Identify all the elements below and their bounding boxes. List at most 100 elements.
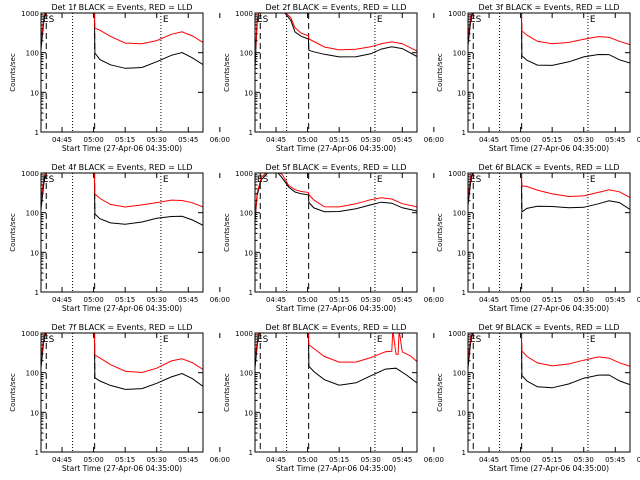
x-tick-label: 06:00 bbox=[424, 136, 444, 144]
events-series-line bbox=[468, 173, 630, 213]
x-axis-label: Start Time (27-Apr-06 04:35:00) bbox=[276, 144, 396, 153]
marker-es-label: ES bbox=[43, 15, 55, 25]
y-tick-label: 1 bbox=[35, 449, 39, 457]
y-tick-label: 100 bbox=[26, 370, 39, 378]
y-tick-label: 1 bbox=[462, 449, 466, 457]
y-tick-label: 1000 bbox=[21, 170, 39, 178]
y-tick-label: 1 bbox=[462, 289, 466, 297]
y-tick-label: 10 bbox=[244, 249, 253, 257]
x-axis-label: Start Time (27-Apr-06 04:35:00) bbox=[276, 464, 396, 473]
x-tick-label: 06:00 bbox=[637, 136, 640, 144]
x-tick-label: 05:45 bbox=[392, 296, 412, 304]
x-tick-label: 05:45 bbox=[178, 136, 198, 144]
y-axis-label: Counts/sec bbox=[223, 373, 231, 412]
y-tick-label: 10 bbox=[30, 409, 39, 417]
y-axis-label: Counts/sec bbox=[9, 53, 17, 92]
x-tick-label: 05:15 bbox=[115, 136, 135, 144]
plot-frame bbox=[254, 332, 418, 453]
plot-frame bbox=[467, 172, 631, 293]
x-tick-label: 06:00 bbox=[210, 456, 230, 464]
x-tick-label: 04:45 bbox=[479, 296, 499, 304]
x-tick-label: 05:00 bbox=[298, 456, 318, 464]
y-tick-label: 100 bbox=[26, 50, 39, 58]
x-tick-label: 05:00 bbox=[298, 136, 318, 144]
y-tick-label: 1 bbox=[462, 129, 466, 137]
y-tick-label: 1 bbox=[35, 289, 39, 297]
plot-title: Det 4f BLACK = Events, RED = LLD bbox=[51, 163, 192, 172]
x-axis-label: Start Time (27-Apr-06 04:35:00) bbox=[62, 464, 182, 473]
lld-series-line bbox=[468, 173, 630, 199]
x-tick-label: 05:15 bbox=[542, 456, 562, 464]
detector-plot-9: Det 9f BLACK = Events, RED = LLD 1 10 100 10… bbox=[436, 323, 640, 473]
events-series-line bbox=[468, 333, 630, 389]
x-tick-label: 06:00 bbox=[424, 456, 444, 464]
y-axis-label: Counts/sec bbox=[436, 53, 444, 92]
x-tick-label: 05:30 bbox=[574, 136, 594, 144]
plot-frame bbox=[254, 12, 418, 133]
x-tick-label: 05:30 bbox=[361, 456, 381, 464]
x-tick-label: 06:00 bbox=[637, 456, 640, 464]
plot-title: Det 3f BLACK = Events, RED = LLD bbox=[478, 3, 619, 12]
y-tick-label: 100 bbox=[26, 210, 39, 218]
x-tick-label: 05:00 bbox=[84, 456, 104, 464]
marker-e-label: E bbox=[377, 175, 383, 185]
x-tick-label: 05:30 bbox=[147, 296, 167, 304]
lld-series-line bbox=[41, 333, 203, 374]
lld-series-line bbox=[41, 13, 203, 45]
x-tick-label: 05:15 bbox=[329, 296, 349, 304]
y-tick-label: 1 bbox=[249, 449, 253, 457]
marker-es-label: ES bbox=[257, 335, 269, 345]
y-tick-label: 1000 bbox=[448, 10, 466, 18]
lld-series-line bbox=[255, 333, 417, 363]
plot-title: Det 2f BLACK = Events, RED = LLD bbox=[265, 3, 406, 12]
marker-es-label: ES bbox=[43, 335, 55, 345]
marker-es-label: ES bbox=[257, 175, 269, 185]
y-axis-label: Counts/sec bbox=[436, 373, 444, 412]
y-tick-label: 10 bbox=[457, 89, 466, 97]
marker-es-label: ES bbox=[470, 15, 482, 25]
x-tick-label: 04:45 bbox=[266, 136, 286, 144]
detector-plot-5: Det 5f BLACK = Events, RED = LLD 1 10 100 10… bbox=[223, 163, 444, 313]
x-tick-label: 05:00 bbox=[511, 296, 531, 304]
plot-title: Det 5f BLACK = Events, RED = LLD bbox=[265, 163, 406, 172]
plot-frame bbox=[40, 12, 204, 133]
marker-e-label: E bbox=[163, 15, 169, 25]
y-tick-label: 10 bbox=[457, 409, 466, 417]
x-axis-label: Start Time (27-Apr-06 04:35:00) bbox=[489, 464, 609, 473]
events-series-line bbox=[255, 173, 417, 222]
y-tick-label: 10 bbox=[30, 249, 39, 257]
x-tick-label: 05:15 bbox=[115, 296, 135, 304]
y-tick-label: 1 bbox=[249, 289, 253, 297]
x-tick-label: 05:30 bbox=[147, 136, 167, 144]
x-tick-label: 04:45 bbox=[266, 456, 286, 464]
x-tick-label: 05:15 bbox=[542, 296, 562, 304]
y-tick-label: 10 bbox=[244, 409, 253, 417]
x-tick-label: 06:00 bbox=[210, 296, 230, 304]
x-axis-label: Start Time (27-Apr-06 04:35:00) bbox=[489, 144, 609, 153]
y-tick-label: 100 bbox=[453, 370, 466, 378]
x-tick-label: 06:00 bbox=[424, 296, 444, 304]
x-tick-label: 05:00 bbox=[511, 136, 531, 144]
x-tick-label: 04:45 bbox=[479, 456, 499, 464]
x-axis-label: Start Time (27-Apr-06 04:35:00) bbox=[276, 304, 396, 313]
x-tick-label: 06:00 bbox=[637, 296, 640, 304]
y-tick-label: 1000 bbox=[235, 170, 253, 178]
lld-series-line bbox=[41, 173, 203, 208]
lld-series-line bbox=[468, 333, 630, 367]
x-tick-label: 04:45 bbox=[52, 296, 72, 304]
marker-es-label: ES bbox=[257, 15, 269, 25]
x-tick-label: 05:45 bbox=[178, 296, 198, 304]
lld-series-line bbox=[468, 13, 630, 46]
y-tick-label: 1000 bbox=[448, 330, 466, 338]
x-tick-label: 05:00 bbox=[84, 136, 104, 144]
x-tick-label: 05:45 bbox=[605, 296, 625, 304]
x-tick-label: 04:45 bbox=[266, 296, 286, 304]
x-axis-label: Start Time (27-Apr-06 04:35:00) bbox=[489, 304, 609, 313]
plot-title: Det 6f BLACK = Events, RED = LLD bbox=[478, 163, 619, 172]
plot-title: Det 7f BLACK = Events, RED = LLD bbox=[51, 323, 192, 332]
marker-e-label: E bbox=[377, 15, 383, 25]
plot-title: Det 1f BLACK = Events, RED = LLD bbox=[51, 3, 192, 12]
x-tick-label: 05:45 bbox=[605, 136, 625, 144]
marker-es-label: ES bbox=[470, 175, 482, 185]
